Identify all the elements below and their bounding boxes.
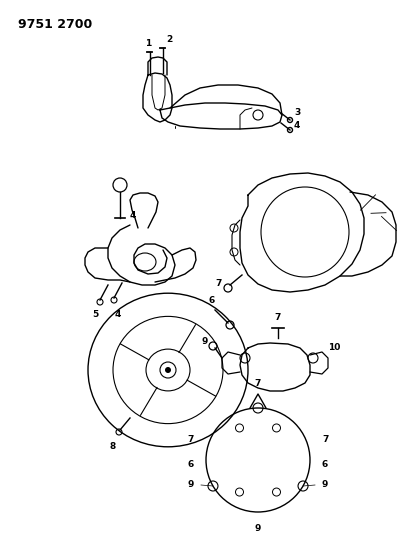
Text: 1: 1 <box>144 39 151 48</box>
Text: 10: 10 <box>327 343 339 352</box>
Text: 5: 5 <box>92 310 98 319</box>
Text: 9: 9 <box>254 524 261 533</box>
Text: 7: 7 <box>321 435 328 445</box>
Text: 2: 2 <box>166 35 172 44</box>
Text: 4: 4 <box>115 310 121 319</box>
Text: 9: 9 <box>187 481 193 489</box>
Text: 9751 2700: 9751 2700 <box>18 18 92 31</box>
Text: 4: 4 <box>130 211 136 220</box>
Text: 3: 3 <box>293 108 299 117</box>
Circle shape <box>164 367 171 373</box>
Text: 6: 6 <box>187 461 193 470</box>
Text: 9: 9 <box>201 337 207 346</box>
Text: 6: 6 <box>321 461 328 470</box>
Text: 6: 6 <box>208 296 215 305</box>
Text: 8: 8 <box>110 442 116 451</box>
Text: 7: 7 <box>187 435 193 445</box>
Text: 9: 9 <box>321 481 328 489</box>
Text: 4: 4 <box>293 120 300 130</box>
Text: 7: 7 <box>274 313 281 322</box>
Text: 7: 7 <box>215 279 221 287</box>
Text: 7: 7 <box>254 379 261 388</box>
